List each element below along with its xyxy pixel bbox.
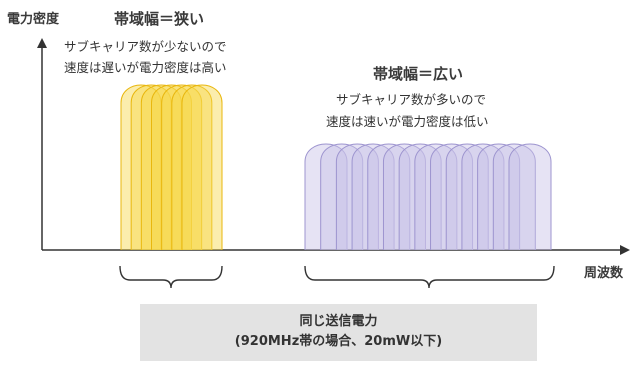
narrow-brace xyxy=(119,265,223,289)
y-axis-label: 電力密度 xyxy=(7,11,60,27)
x-axis-arrow-icon xyxy=(620,245,630,255)
wide-subcarrier-14 xyxy=(508,143,552,250)
narrow-title: 帯域幅＝狭い xyxy=(114,10,204,28)
wide-subcarriers xyxy=(304,143,552,250)
caption-line2: (920MHz帯の場合、20mW以下) xyxy=(234,334,443,349)
wide-brace xyxy=(304,265,555,289)
wide-desc-line2: 速度は速いが電力密度は低い xyxy=(326,114,489,129)
narrow-desc-line2: 速度は遅いが電力密度は高い xyxy=(64,60,227,75)
narrow-desc-line1: サブキャリア数が少ないので xyxy=(64,39,227,54)
narrow-subcarrier-7 xyxy=(181,84,223,250)
y-axis-arrow-icon xyxy=(37,38,47,48)
wide-subcarrier-13 xyxy=(492,143,536,250)
caption-line1: 同じ送信電力 xyxy=(299,314,378,329)
wide-desc-line1: サブキャリア数が多いので xyxy=(336,92,486,107)
x-axis-label: 周波数 xyxy=(584,265,624,281)
narrow-subcarriers xyxy=(120,84,223,250)
power-caption-box: 同じ送信電力 (920MHz帯の場合、20mW以下) xyxy=(140,304,537,361)
wide-title: 帯域幅＝広い xyxy=(373,65,463,83)
